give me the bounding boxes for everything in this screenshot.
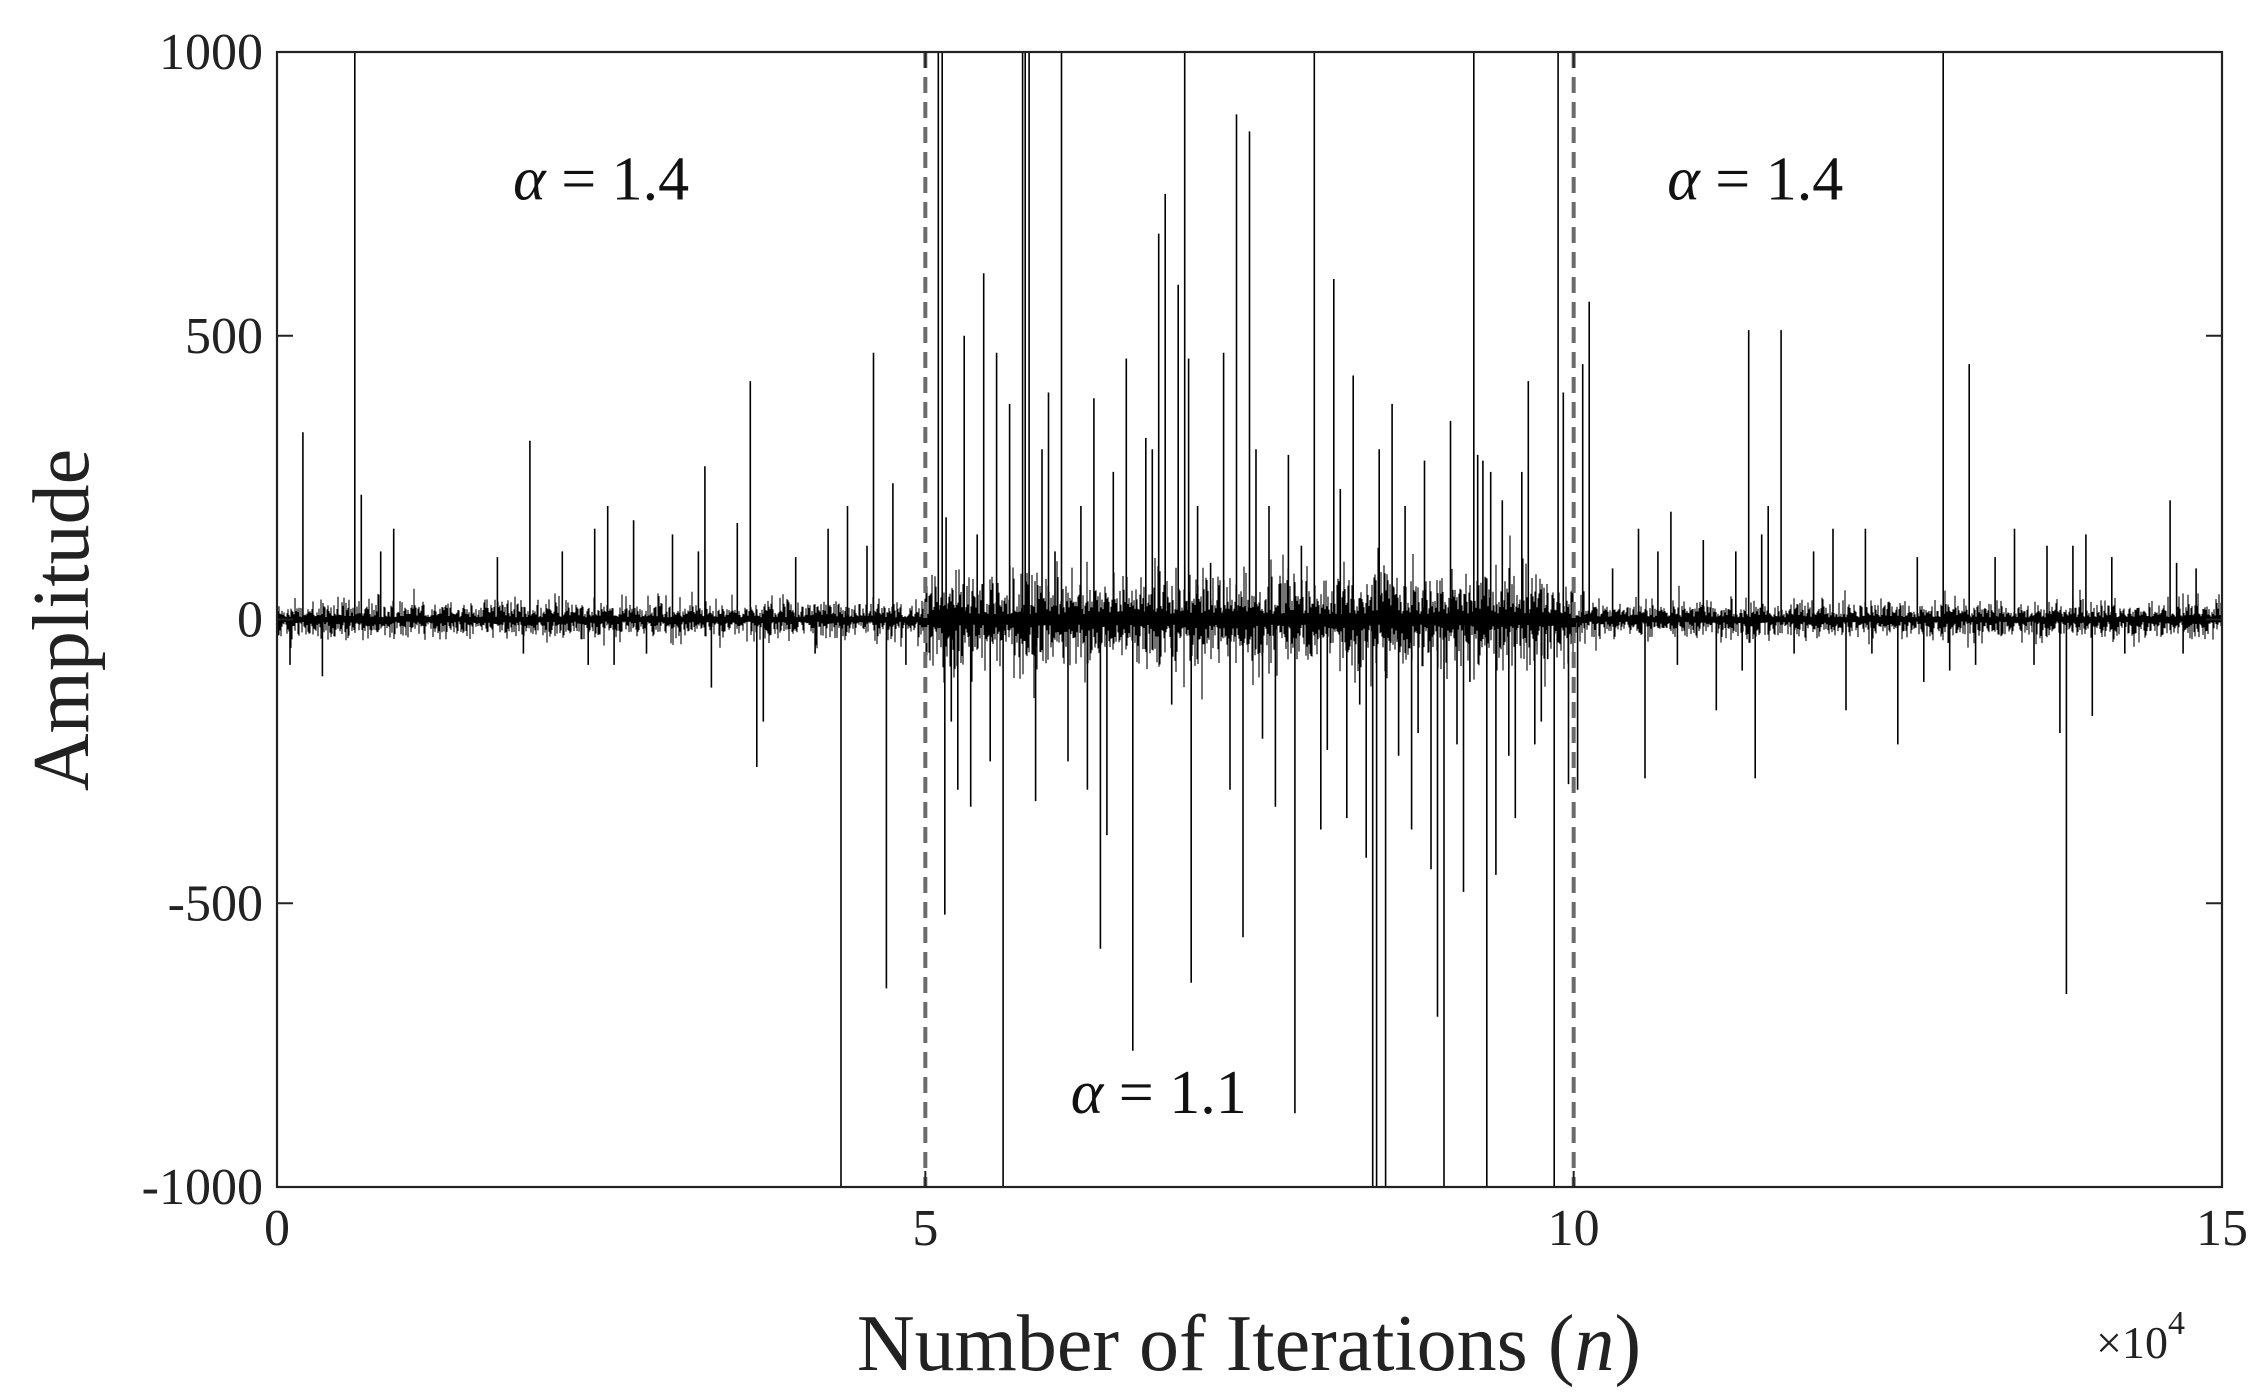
plot-area xyxy=(277,52,2222,1187)
regime-annotation-2: α = 1.4 xyxy=(1667,146,1843,214)
x-tick-label: 0 xyxy=(264,1200,290,1257)
annotation-symbol: α xyxy=(1667,146,1701,214)
regime-annotation-3: α = 1.1 xyxy=(1071,1059,1247,1127)
annotation-value: = 1.4 xyxy=(546,146,689,214)
annotation-value: = 1.1 xyxy=(1103,1059,1246,1127)
y-tick-label: 500 xyxy=(185,308,263,365)
regime-boundaries xyxy=(923,52,1576,1187)
noise-band-segment-3 xyxy=(1573,585,2222,651)
annotation-symbol: α xyxy=(513,146,547,214)
y-tick-labels: -1000 -500 0 500 1000 xyxy=(142,24,263,1216)
x-axis-label-text: Number of Iterations xyxy=(857,1300,1528,1388)
y-tick-label: -500 xyxy=(168,875,263,932)
x-scale-power: 4 xyxy=(2168,1305,2185,1342)
noise-band-segment-1 xyxy=(277,588,926,649)
x-tick-label: 15 xyxy=(2196,1200,2248,1257)
regime-annotations: α = 1.4 α = 1.4α = 1.1 xyxy=(513,146,1843,1128)
x-scale-exponent: ×104 xyxy=(2096,1305,2185,1368)
x-tick-labels: 0 5 10 15 xyxy=(264,1200,2248,1257)
axis-ticks xyxy=(276,51,2223,1188)
y-axis-label: Amplitude xyxy=(18,449,106,791)
x-axis-label-variable: n xyxy=(1574,1300,1614,1388)
x-tick-label: 10 xyxy=(1548,1200,1600,1257)
annotation-symbol: α xyxy=(1071,1059,1105,1127)
y-tick-label: -1000 xyxy=(142,1159,263,1216)
signal-series xyxy=(277,52,2222,1187)
x-scale-base: ×10 xyxy=(2096,1317,2168,1368)
x-axis-label: Number of Iterations (n) xyxy=(857,1300,1641,1388)
annotation-value: = 1.4 xyxy=(1700,146,1843,214)
y-tick-label: 0 xyxy=(237,592,263,649)
y-tick-label: 1000 xyxy=(159,24,263,81)
regime-annotation-1: α = 1.4 xyxy=(513,146,689,214)
x-tick-label: 5 xyxy=(912,1200,938,1257)
